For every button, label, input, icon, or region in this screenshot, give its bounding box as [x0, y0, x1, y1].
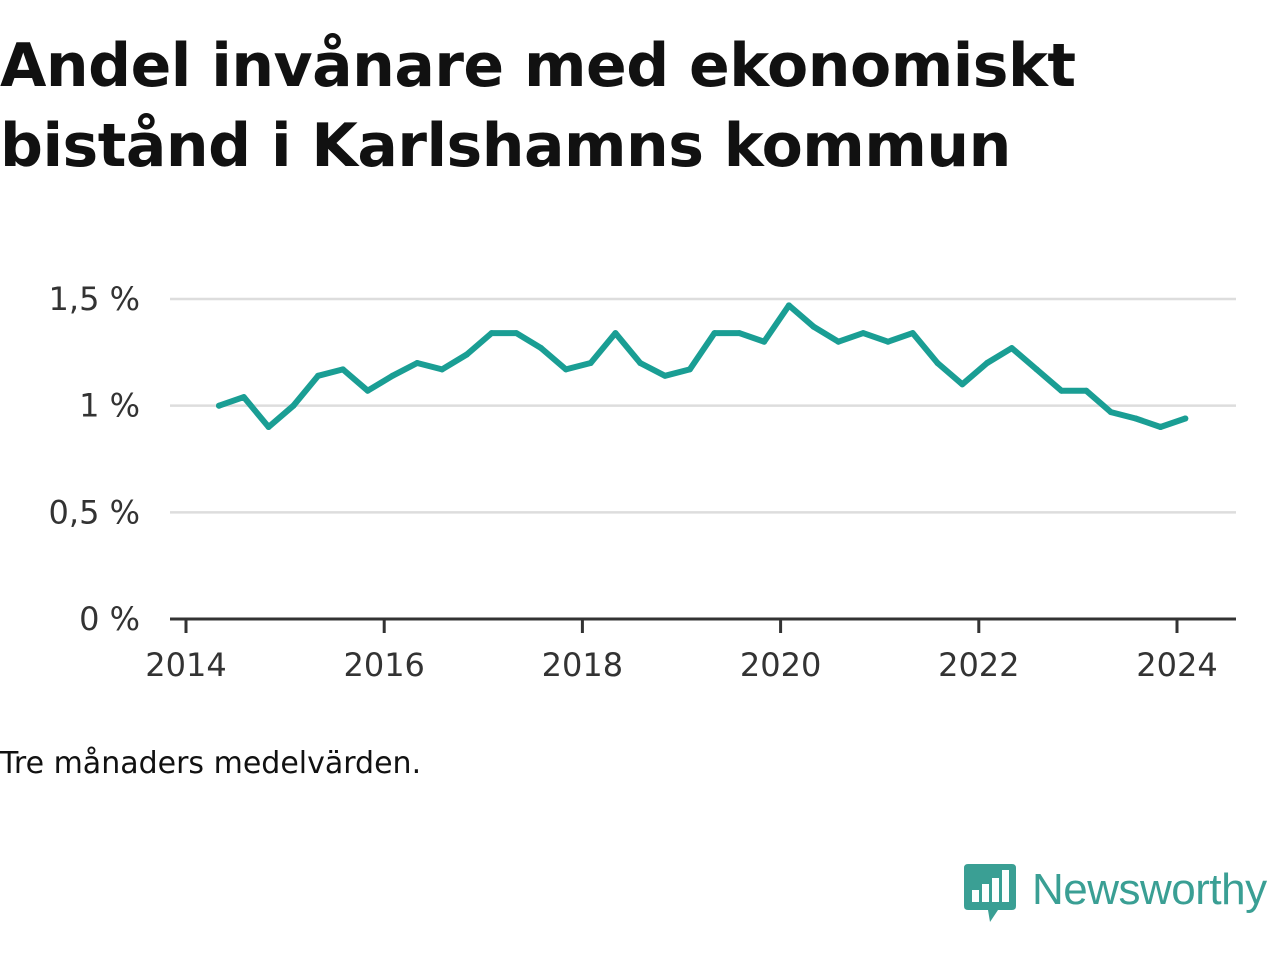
data-point	[736, 330, 743, 337]
y-tick-label: 0,5 %	[49, 493, 140, 531]
x-tick-label: 2018	[542, 646, 623, 684]
y-tick-label: 1 %	[79, 387, 140, 425]
x-tick-label: 2014	[145, 646, 226, 684]
data-point	[810, 323, 817, 330]
data-point	[1157, 424, 1164, 430]
gridlines	[170, 297, 1236, 514]
brand-name: Newsworthy	[1032, 865, 1267, 914]
x-axis-ticks: 2014 2016 2018 2020 2022 2024	[145, 619, 1218, 684]
y-tick-label: 0 %	[79, 600, 140, 638]
data-point	[860, 330, 867, 337]
data-point	[265, 424, 272, 430]
data-point	[389, 372, 396, 379]
data-point	[1107, 409, 1114, 416]
data-point	[364, 387, 371, 394]
line-chart: 0 % 0,5 % 1 % 1,5 % 2014 2016 2018 2020 2022 202…	[49, 280, 1236, 684]
data-point	[711, 330, 718, 337]
data-point	[1058, 387, 1065, 394]
data-point	[538, 345, 545, 352]
data-point	[216, 402, 222, 409]
data-point	[1132, 415, 1139, 422]
bar-chart-speech-bubble-icon	[964, 864, 1016, 922]
y-tick-label: 1,5 %	[49, 280, 140, 318]
data-point	[1008, 345, 1015, 352]
data-point	[984, 360, 991, 366]
x-tick-label: 2020	[740, 646, 821, 684]
x-tick-label: 2016	[343, 646, 424, 684]
data-point	[1083, 387, 1090, 394]
data-point	[909, 330, 916, 337]
data-points	[216, 302, 1189, 430]
data-point	[686, 366, 693, 373]
brand-logo: Newsworthy	[964, 864, 1267, 926]
x-tick-label: 2022	[938, 646, 1019, 684]
data-point	[562, 366, 569, 373]
y-axis-tick-labels: 0 % 0,5 % 1 % 1,5 %	[49, 280, 140, 638]
data-point	[662, 372, 668, 379]
data-point	[315, 372, 322, 379]
data-point	[513, 330, 520, 337]
data-point	[240, 394, 247, 401]
data-point	[934, 360, 941, 366]
chart-title: Andel invånare med ekonomiskt bistånd i …	[0, 31, 1076, 181]
data-point	[414, 360, 421, 366]
data-point	[885, 338, 891, 345]
data-point	[959, 381, 966, 388]
data-point	[1033, 366, 1040, 373]
data-point	[637, 360, 644, 366]
data-point	[587, 360, 594, 366]
data-point	[835, 338, 842, 345]
data-point	[612, 330, 619, 337]
chart-note: Tre månaders medelvärden.	[0, 746, 422, 781]
data-point	[785, 302, 792, 309]
data-point	[1182, 415, 1189, 422]
data-point	[488, 330, 495, 337]
data-point	[339, 366, 346, 373]
data-point	[290, 402, 297, 409]
data-point	[439, 366, 445, 373]
series-line	[216, 302, 1189, 430]
x-tick-label: 2024	[1136, 646, 1217, 684]
data-point	[463, 351, 470, 358]
data-point	[761, 338, 768, 345]
